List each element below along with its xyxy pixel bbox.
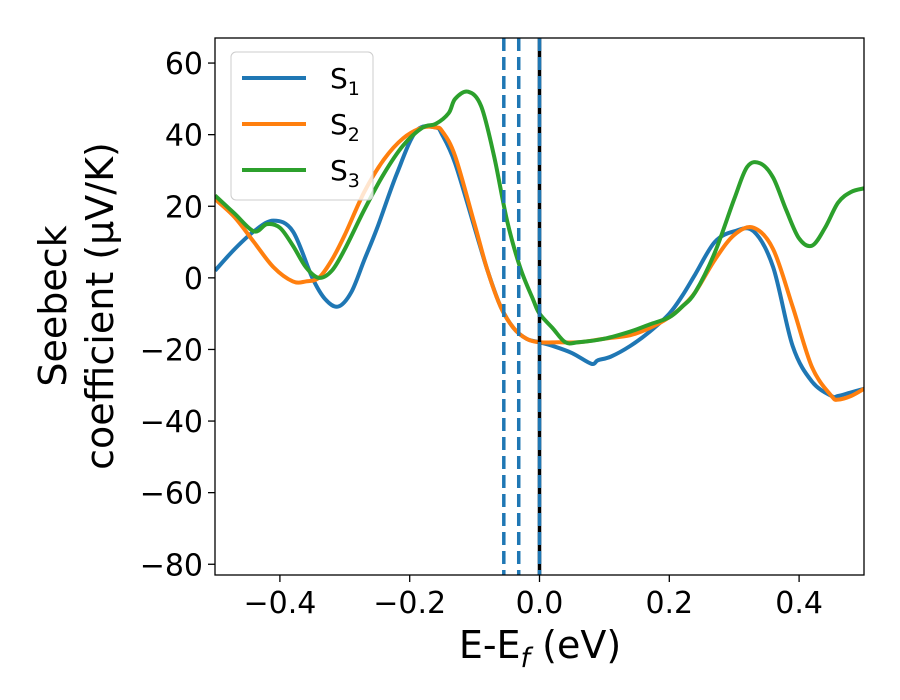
reference-lines bbox=[502, 38, 542, 575]
legend-label-s1: S1 bbox=[330, 62, 360, 100]
x-axis-label-unit: (eV) bbox=[530, 623, 621, 667]
y-axis-ticks: 60 40 20 0 −20 −40 −60 −80 bbox=[140, 47, 215, 583]
y-tick-label: 20 bbox=[165, 190, 203, 225]
x-tick-label: −0.2 bbox=[373, 586, 446, 621]
legend-label-s2: S2 bbox=[330, 108, 360, 146]
y-axis-label-line2: coefficient (μV/K) bbox=[78, 142, 122, 470]
y-tick-label: 40 bbox=[165, 119, 203, 154]
y-tick-label: 0 bbox=[184, 262, 203, 297]
x-tick-label: 0.4 bbox=[775, 586, 823, 621]
legend: S1 S2 S3 bbox=[230, 51, 374, 201]
y-tick-label: −80 bbox=[140, 548, 203, 583]
y-tick-label: −20 bbox=[140, 333, 203, 368]
legend-label-s3: S3 bbox=[330, 154, 360, 192]
x-tick-label: −0.4 bbox=[243, 586, 316, 621]
series-line-s3 bbox=[215, 89, 864, 346]
y-tick-label: 60 bbox=[165, 47, 203, 82]
x-axis-label: E-Ef (eV) bbox=[459, 623, 621, 674]
y-tick-label: −40 bbox=[140, 405, 203, 440]
x-tick-label: 0.2 bbox=[645, 586, 693, 621]
x-tick-label: 0.0 bbox=[516, 586, 564, 621]
x-axis-ticks: −0.4 −0.2 0.0 0.2 0.4 bbox=[243, 575, 823, 621]
y-axis-label-line1: Seebeck bbox=[31, 225, 75, 386]
y-tick-label: −60 bbox=[140, 477, 203, 512]
